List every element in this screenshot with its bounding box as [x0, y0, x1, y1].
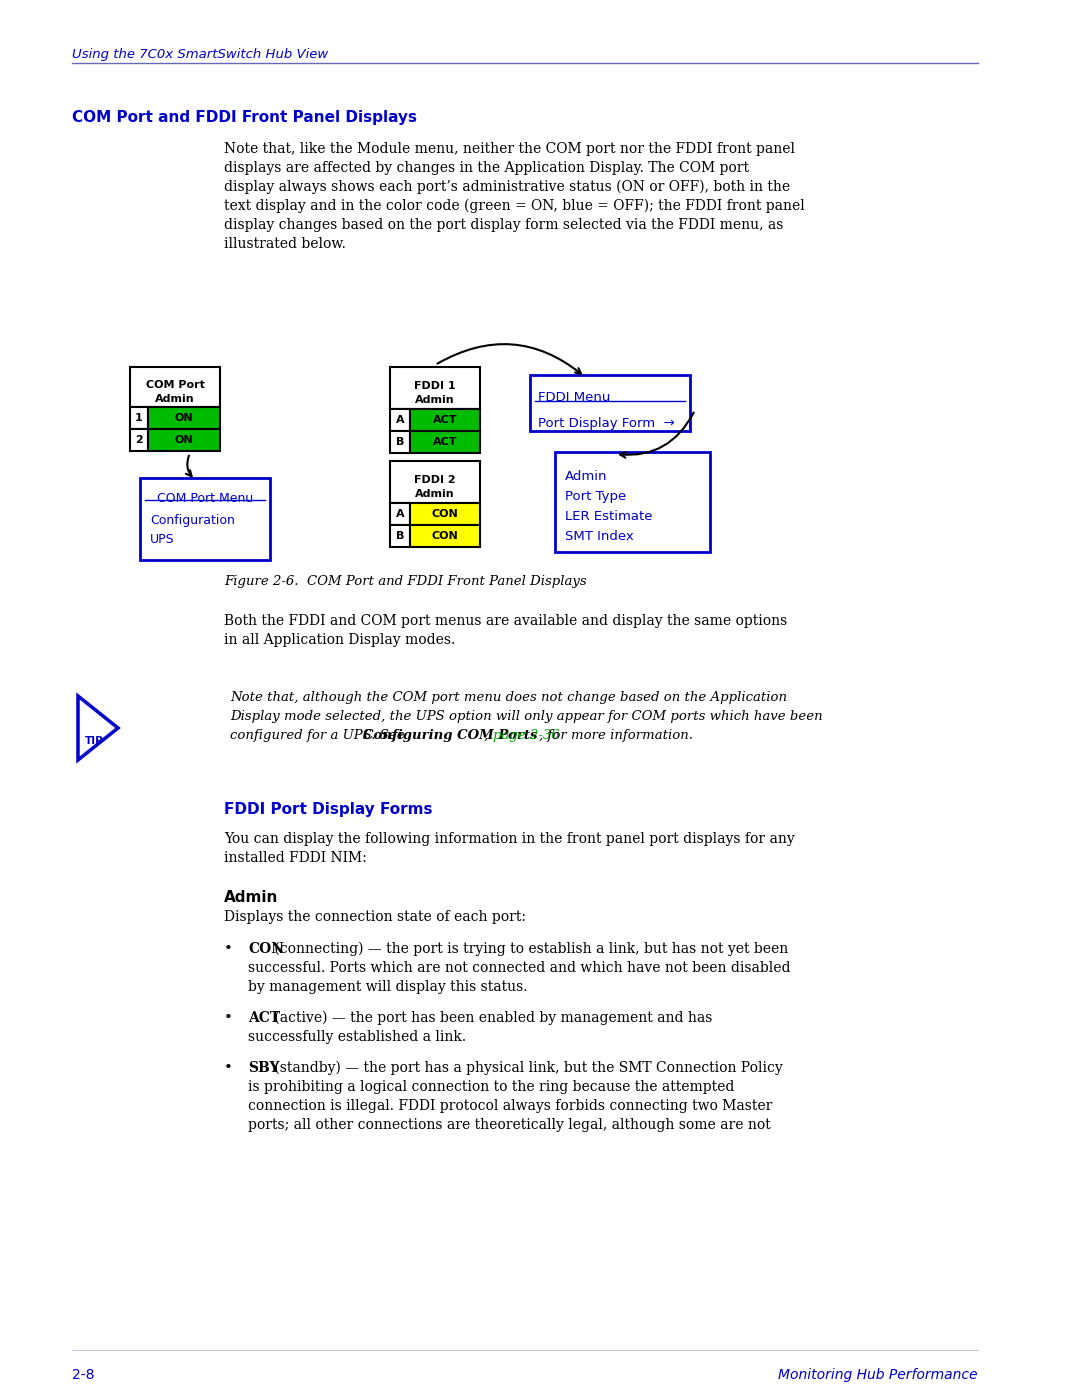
Text: •: •	[224, 942, 233, 956]
Text: Admin: Admin	[415, 489, 455, 499]
Polygon shape	[78, 696, 118, 760]
Text: Using the 7C0x SmartSwitch Hub View: Using the 7C0x SmartSwitch Hub View	[72, 47, 328, 61]
Text: successful. Ports which are not connected and which have not been disabled: successful. Ports which are not connecte…	[248, 961, 791, 975]
Text: Both the FDDI and COM port menus are available and display the same options: Both the FDDI and COM port menus are ava…	[224, 615, 787, 629]
Text: Port Display Form  →: Port Display Form →	[538, 416, 675, 430]
Text: displays are affected by changes in the Application Display. The COM port: displays are affected by changes in the …	[224, 161, 750, 175]
Text: 2: 2	[135, 434, 143, 446]
Bar	[390, 409, 410, 432]
Bar	[130, 429, 148, 451]
Text: Configuring COM Ports: Configuring COM Ports	[363, 729, 537, 742]
Bar	[390, 461, 480, 503]
Bar	[410, 409, 480, 432]
Bar	[390, 503, 410, 525]
Text: COM Port and FDDI Front Panel Displays: COM Port and FDDI Front Panel Displays	[72, 110, 417, 124]
Text: Admin: Admin	[565, 469, 607, 483]
Text: Admin: Admin	[224, 890, 279, 905]
Text: 2-8: 2-8	[72, 1368, 95, 1382]
Text: FDDI 1: FDDI 1	[415, 381, 456, 391]
Text: CON: CON	[248, 942, 284, 956]
Text: CON: CON	[432, 509, 458, 520]
Text: display changes based on the port display form selected via the FDDI menu, as: display changes based on the port displa…	[224, 218, 783, 232]
Text: ,: ,	[485, 729, 492, 742]
Bar	[410, 432, 480, 453]
Bar	[390, 432, 410, 453]
Text: , for more information.: , for more information.	[539, 729, 693, 742]
Text: text display and in the color code (green = ON, blue = OFF); the FDDI front pane: text display and in the color code (gree…	[224, 198, 805, 214]
Text: Note that, like the Module menu, neither the COM port nor the FDDI front panel: Note that, like the Module menu, neither…	[224, 142, 795, 156]
Text: Displays the connection state of each port:: Displays the connection state of each po…	[224, 909, 526, 923]
Text: ports; all other connections are theoretically legal, although some are not: ports; all other connections are theoret…	[248, 1118, 771, 1132]
Bar	[130, 407, 148, 429]
Text: Admin: Admin	[156, 394, 194, 404]
Bar	[410, 525, 480, 548]
Text: A: A	[395, 509, 404, 520]
Text: Admin: Admin	[415, 395, 455, 405]
Text: ON: ON	[175, 414, 193, 423]
Text: Monitoring Hub Performance: Monitoring Hub Performance	[779, 1368, 978, 1382]
Text: Note that, although the COM port menu does not change based on the Application: Note that, although the COM port menu do…	[230, 692, 787, 704]
Text: display always shows each port’s administrative status (ON or OFF), both in the: display always shows each port’s adminis…	[224, 180, 791, 194]
Bar	[148, 429, 220, 451]
Text: (active) — the port has been enabled by management and has: (active) — the port has been enabled by …	[270, 1011, 712, 1025]
Bar	[555, 453, 710, 552]
Text: Configuration: Configuration	[150, 514, 234, 527]
Text: UPS: UPS	[150, 534, 175, 546]
Text: LER Estimate: LER Estimate	[565, 510, 652, 522]
Text: COM Port: COM Port	[146, 380, 204, 390]
Text: B: B	[395, 531, 404, 541]
Bar	[410, 503, 480, 525]
Text: FDDI Port Display Forms: FDDI Port Display Forms	[224, 802, 432, 817]
Text: COM Port Menu: COM Port Menu	[157, 492, 253, 504]
Text: Port Type: Port Type	[565, 490, 626, 503]
Text: ACT: ACT	[433, 437, 457, 447]
Text: SBY: SBY	[248, 1060, 280, 1076]
Text: connection is illegal. FDDI protocol always forbids connecting two Master: connection is illegal. FDDI protocol alw…	[248, 1099, 772, 1113]
Text: TIP: TIP	[85, 736, 104, 746]
Text: •: •	[224, 1011, 233, 1025]
Bar	[390, 525, 410, 548]
Bar	[130, 367, 220, 407]
Text: B: B	[395, 437, 404, 447]
Text: FDDI Menu: FDDI Menu	[538, 391, 610, 404]
Text: successfully established a link.: successfully established a link.	[248, 1030, 467, 1044]
Text: SMT Index: SMT Index	[565, 529, 634, 543]
Bar	[140, 478, 270, 560]
Text: ACT: ACT	[433, 415, 457, 425]
Bar	[530, 374, 690, 432]
Text: ON: ON	[175, 434, 193, 446]
Text: by management will display this status.: by management will display this status.	[248, 981, 527, 995]
Text: (standby) — the port has a physical link, but the SMT Connection Policy: (standby) — the port has a physical link…	[270, 1060, 782, 1076]
Text: You can display the following information in the front panel port displays for a: You can display the following informatio…	[224, 833, 795, 847]
Text: CON: CON	[432, 531, 458, 541]
Text: is prohibiting a logical connection to the ring because the attempted: is prohibiting a logical connection to t…	[248, 1080, 734, 1094]
Text: illustrated below.: illustrated below.	[224, 237, 346, 251]
Text: ACT: ACT	[248, 1011, 280, 1025]
Bar	[390, 367, 480, 409]
Text: Figure 2-6.  COM Port and FDDI Front Panel Displays: Figure 2-6. COM Port and FDDI Front Pane…	[224, 576, 586, 588]
Text: configured for a UPS. See: configured for a UPS. See	[230, 729, 409, 742]
Text: page 2-36: page 2-36	[494, 729, 561, 742]
Text: FDDI 2: FDDI 2	[415, 475, 456, 485]
Text: •: •	[224, 1060, 233, 1076]
Text: A: A	[395, 415, 404, 425]
Text: (connecting) — the port is trying to establish a link, but has not yet been: (connecting) — the port is trying to est…	[270, 942, 787, 957]
Text: 1: 1	[135, 414, 143, 423]
Bar	[148, 407, 220, 429]
Text: installed FDDI NIM:: installed FDDI NIM:	[224, 851, 367, 865]
Text: in all Application Display modes.: in all Application Display modes.	[224, 633, 456, 647]
Text: Display mode selected, the UPS option will only appear for COM ports which have : Display mode selected, the UPS option wi…	[230, 710, 823, 724]
